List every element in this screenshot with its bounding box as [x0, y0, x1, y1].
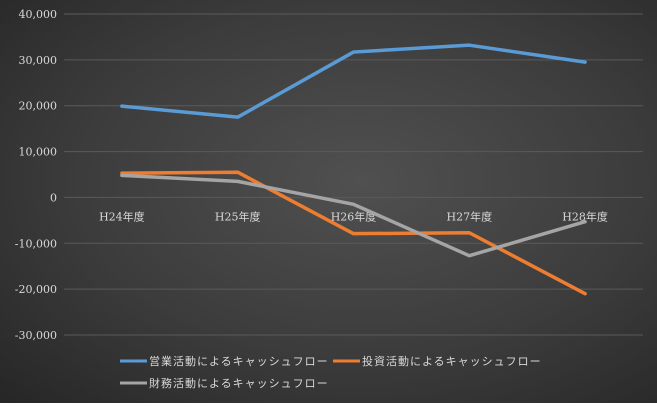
y-tick-label: 40,000	[19, 8, 58, 21]
series-line-2	[120, 170, 587, 296]
y-tick-label: -20,000	[15, 283, 57, 296]
series-line-1	[120, 43, 587, 119]
x-tick-label: H27年度	[447, 209, 493, 223]
y-tick-label: 30,000	[19, 54, 58, 67]
y-tick-label: 20,000	[19, 100, 58, 113]
y-tick-label: 10,000	[19, 146, 58, 159]
x-tick-label: H28年度	[562, 209, 608, 223]
x-tick-label: H25年度	[215, 209, 261, 223]
legend-label: 営業活動によるキャッシュフロー	[149, 354, 329, 368]
legend-label: 投資活動によるキャッシュフロー	[362, 354, 542, 368]
y-tick-label: -10,000	[15, 237, 57, 250]
y-tick-label: -30,000	[15, 329, 57, 342]
legend-label: 財務活動によるキャッシュフロー	[149, 376, 329, 390]
series-line-3	[120, 173, 587, 258]
x-tick-label: H24年度	[99, 209, 145, 223]
x-tick-label: H26年度	[331, 209, 377, 223]
y-tick-label: 0	[50, 191, 57, 204]
